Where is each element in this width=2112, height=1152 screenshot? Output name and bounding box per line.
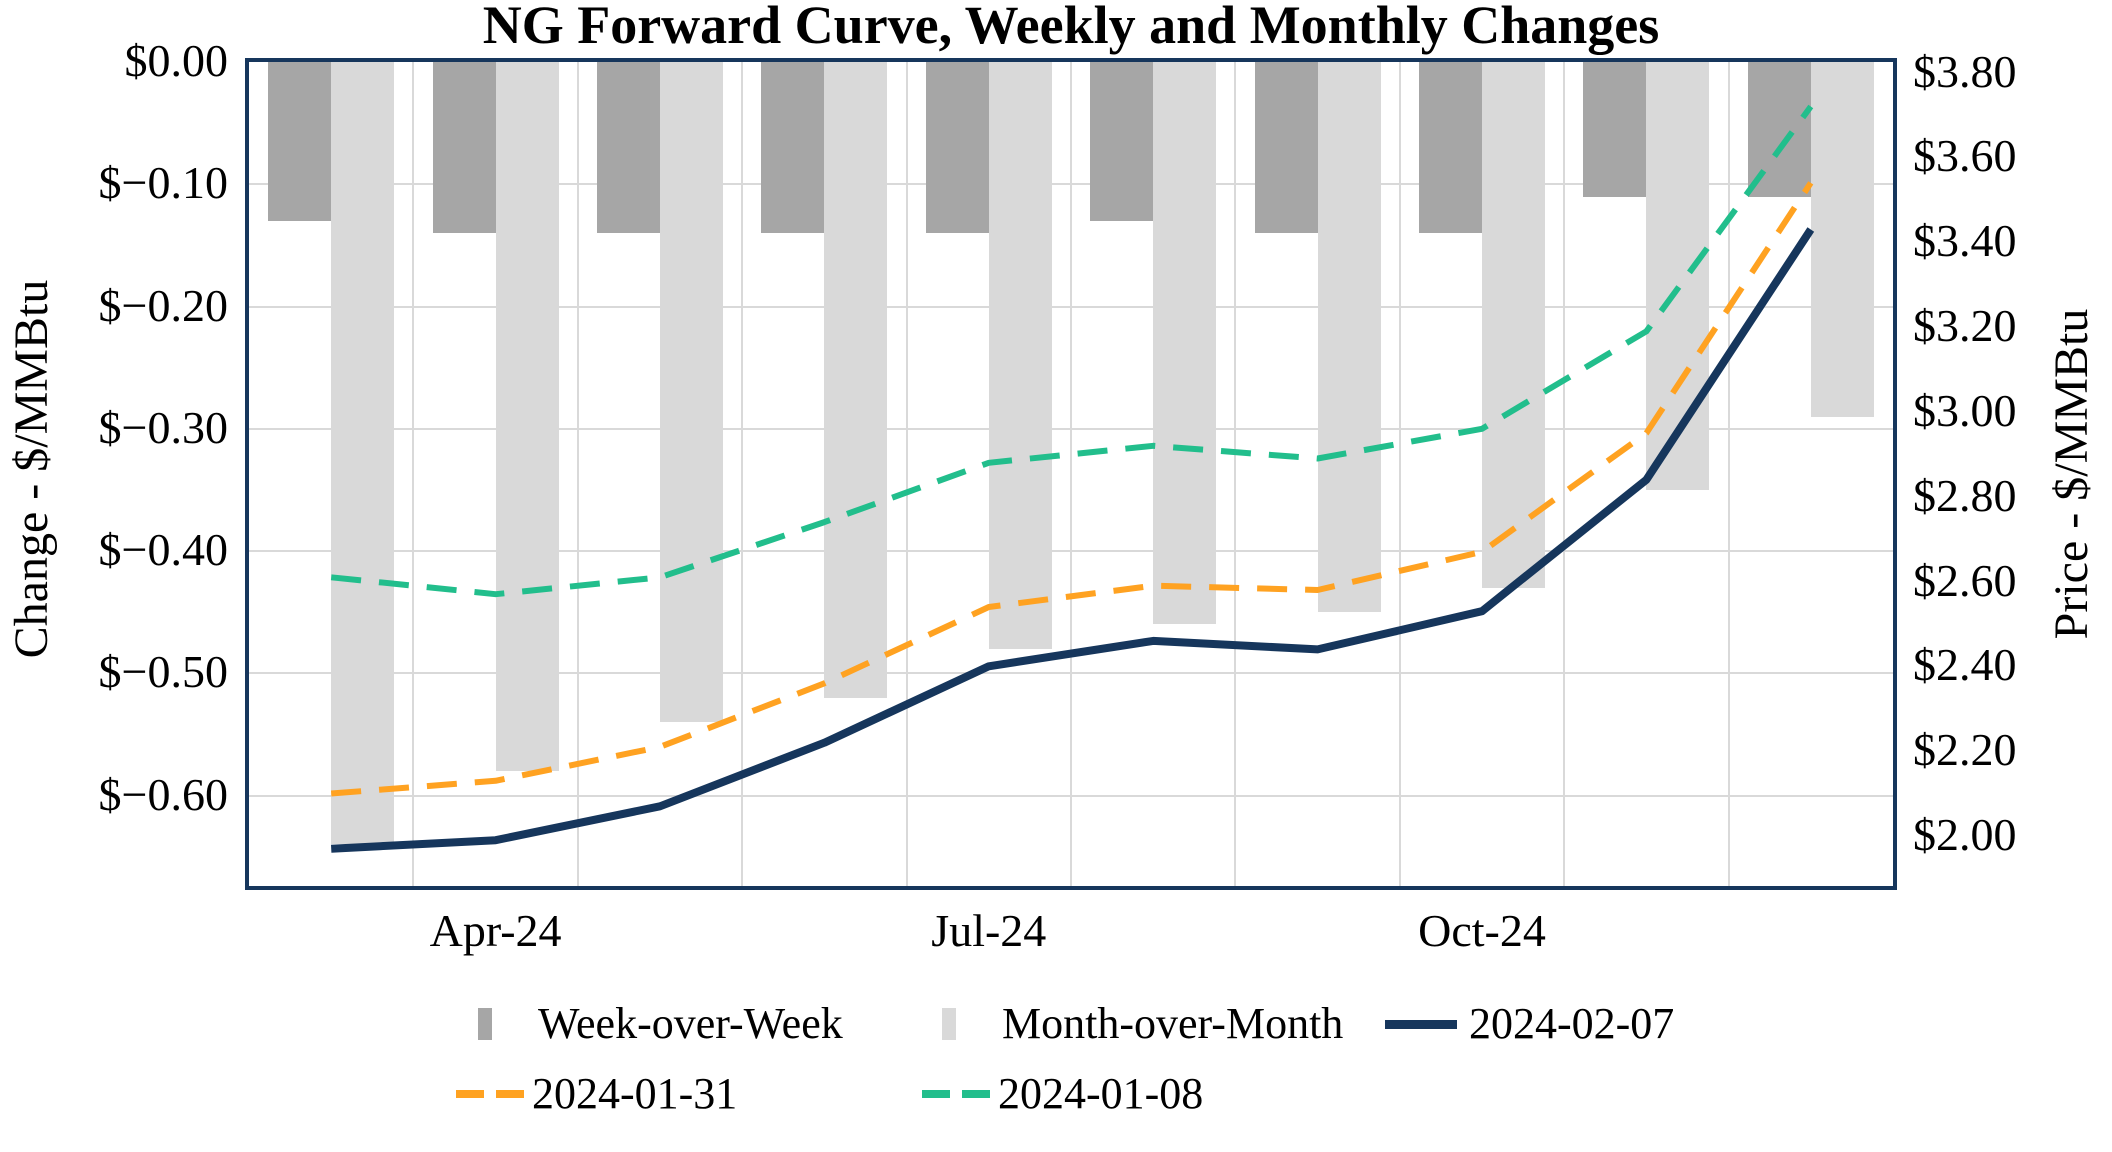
- week-over-week-bar-Apr-24: [432, 62, 496, 234]
- right-axis-title: Price - $/MMBtu: [2045, 308, 2098, 640]
- legend-dashed-line-icon: [962, 1090, 990, 1098]
- left-axis-tick-label: $−0.10: [98, 157, 228, 209]
- week-over-week-bar-Nov-24: [1583, 62, 1647, 197]
- legend-dashed-line-icon: [922, 1090, 950, 1098]
- vertical-gridline: [741, 62, 744, 886]
- right-axis-tick-label: $2.80: [1913, 469, 2017, 521]
- legend-label: 2024-01-31: [532, 1069, 738, 1118]
- vertical-gridline: [1398, 62, 1401, 886]
- month-over-month-bar-Sep-24: [1317, 62, 1381, 613]
- week-over-week-bar-May-24: [597, 62, 660, 234]
- right-axis-tick-label: $3.60: [1913, 130, 2017, 182]
- right-axis-tick-label: $2.20: [1913, 724, 2017, 776]
- left-axis-tick-label: $−0.20: [98, 279, 228, 331]
- price-line-2024-01-31: [330, 181, 1814, 797]
- legend-solid-line-icon: [1385, 1020, 1457, 1029]
- week-over-week-bar-Oct-24: [1419, 62, 1482, 234]
- right-axis-tick-label: $2.00: [1913, 808, 2017, 860]
- vertical-gridline: [1070, 62, 1072, 886]
- week-over-week-bar-Sep-24: [1254, 62, 1318, 234]
- right-axis-tick-label: $2.60: [1913, 554, 2017, 606]
- week-over-week-bar-Aug-24: [1090, 62, 1154, 221]
- legend-dashed-line-icon: [456, 1090, 484, 1098]
- month-over-month-bar-May-24: [660, 62, 723, 723]
- right-axis-tick-label: $3.00: [1913, 384, 2017, 436]
- vertical-gridline: [905, 62, 908, 886]
- vertical-gridline: [576, 62, 579, 886]
- legend-bar-swatch-icon: [942, 1008, 956, 1040]
- x-axis-tick-label-Oct-24: Oct-24: [1418, 905, 1546, 956]
- right-axis-tick-label: $3.40: [1913, 215, 2017, 267]
- line-series-layer: [330, 104, 1815, 853]
- x-axis-tick-label-Jul-24: Jul-24: [931, 905, 1047, 956]
- left-axis-tick-label: $0.00: [124, 35, 229, 86]
- legend-bar-swatch-icon: [478, 1008, 492, 1040]
- price-line-2024-01-08: [330, 104, 1814, 598]
- legend-label: 2024-01-08: [998, 1069, 1204, 1118]
- legend-label: Month-over-Month: [1002, 999, 1344, 1048]
- month-over-month-bar-Dec-24: [1810, 62, 1874, 417]
- month-over-month-bar-Aug-24: [1153, 62, 1217, 625]
- month-over-month-bar-Apr-24: [495, 62, 559, 772]
- left-axis-tick-label: $−0.30: [98, 401, 228, 453]
- week-over-week-bar-Mar-24: [268, 62, 332, 221]
- right-axis-tick-label: $3.80: [1913, 45, 2017, 97]
- week-over-week-bar-Jun-24: [761, 62, 825, 234]
- left-axis-tick-label: $−0.60: [98, 768, 228, 820]
- x-axis-tick-label-Apr-24: Apr-24: [429, 905, 562, 956]
- vertical-gridline: [1727, 62, 1730, 886]
- month-over-month-bar-Jun-24: [824, 62, 888, 698]
- chart-title: NG Forward Curve, Weekly and Monthly Cha…: [482, 0, 1660, 55]
- right-axis-tick-label: $2.40: [1913, 639, 2017, 691]
- vertical-gridline: [1563, 62, 1566, 886]
- left-axis-tick-label: $−0.40: [98, 524, 228, 576]
- week-over-week-bar-Jul-24: [925, 62, 989, 234]
- legend-dashed-line-icon: [496, 1090, 524, 1098]
- left-axis-title: Change - $/MMBtu: [5, 279, 58, 659]
- legend-label: Week-over-Week: [538, 999, 843, 1048]
- month-over-month-bar-Jul-24: [988, 62, 1052, 649]
- vertical-gridline: [1234, 62, 1237, 886]
- month-over-month-bar-Mar-24: [331, 62, 395, 845]
- plot-area: [245, 58, 1897, 890]
- right-axis-tick-label: $3.20: [1913, 300, 2017, 352]
- price-line-2024-02-07: [330, 227, 1815, 853]
- vertical-gridline: [412, 62, 415, 886]
- month-over-month-bar-Oct-24: [1482, 62, 1545, 588]
- left-axis-tick-label: $−0.50: [98, 646, 228, 698]
- legend-label: 2024-02-07: [1469, 999, 1675, 1048]
